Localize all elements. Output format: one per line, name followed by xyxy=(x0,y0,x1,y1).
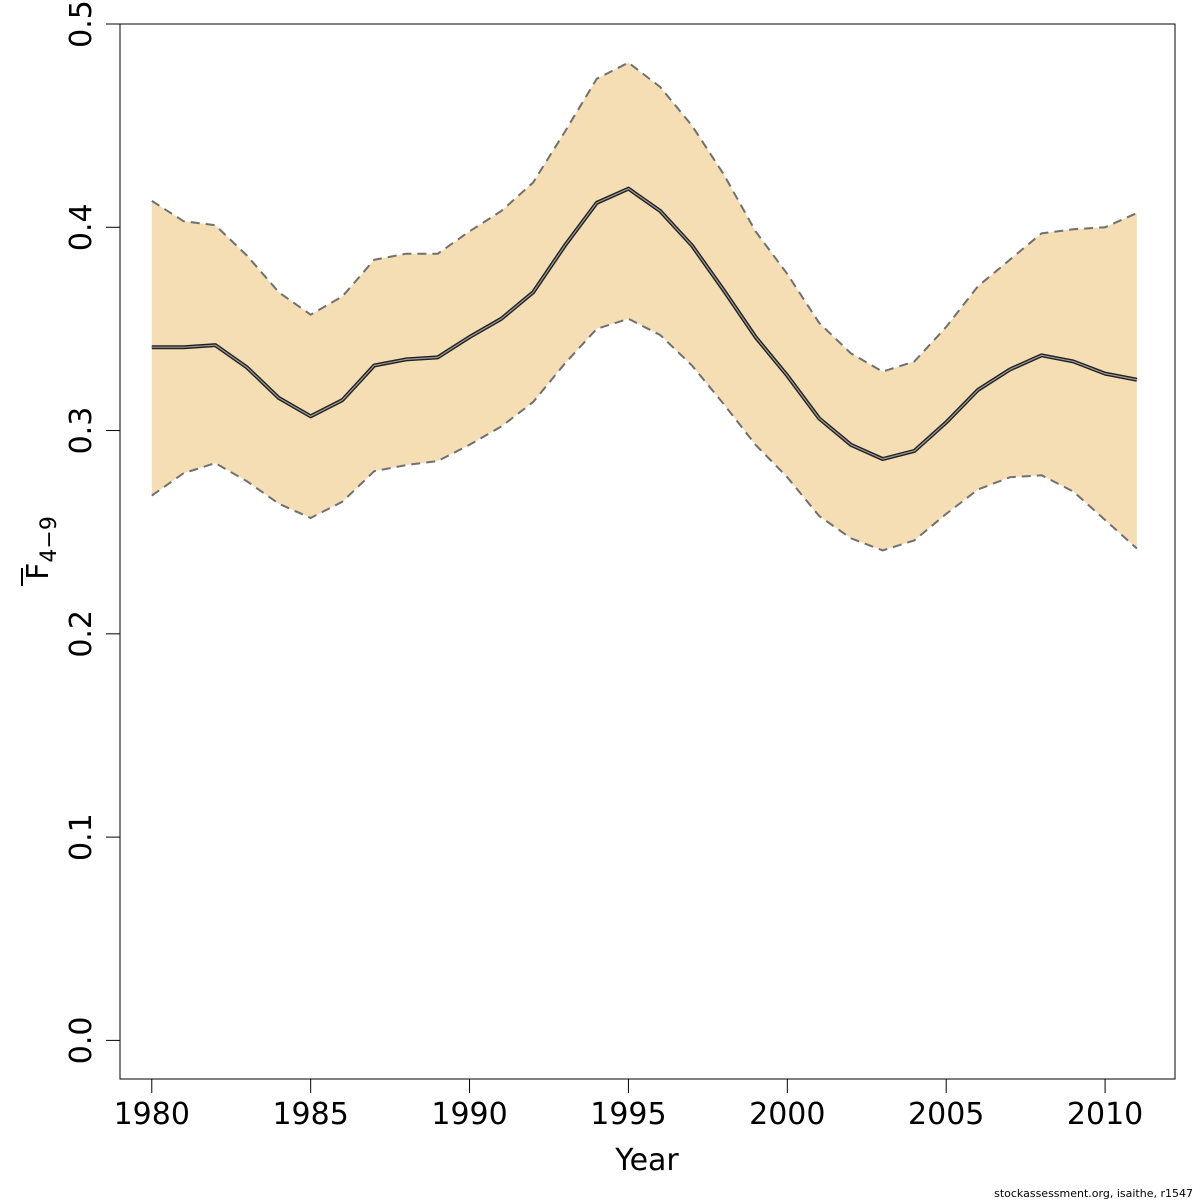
x-tick-label: 2010 xyxy=(1067,1097,1143,1132)
x-tick-label: 1985 xyxy=(272,1097,348,1132)
svg-text:F4−9: F4−9 xyxy=(21,516,62,580)
y-tick-label: 0.5 xyxy=(64,0,99,48)
y-axis-title: F4−9 xyxy=(21,516,62,586)
confidence-band xyxy=(151,62,1137,551)
x-tick-label: 1980 xyxy=(114,1097,190,1132)
lower-bound-line xyxy=(151,317,1138,552)
x-tick-label: 1995 xyxy=(590,1097,666,1132)
y-tick-label: 0.2 xyxy=(64,610,99,658)
y-tick-label: 0.3 xyxy=(64,407,99,455)
estimate-line xyxy=(151,188,1137,460)
x-axis: 1980 1985 1990 1995 2000 2005 2010 xyxy=(114,1078,1143,1132)
y-axis-title-base: F xyxy=(21,563,56,580)
x-axis-title: Year xyxy=(614,1143,679,1178)
x-tick-label: 1990 xyxy=(431,1097,507,1132)
x-tick-label: 2005 xyxy=(908,1097,984,1132)
credit-text: stockassessment.org, isaithe, r1547 xyxy=(994,1187,1193,1200)
y-tick-label: 0.4 xyxy=(64,203,99,251)
y-tick-label: 0.1 xyxy=(64,813,99,861)
confidence-band-area xyxy=(151,62,1137,551)
series-lines xyxy=(151,61,1138,552)
y-axis-title-subscript: 4−9 xyxy=(37,516,62,562)
y-axis: 0.0 0.1 0.2 0.3 0.4 0.5 xyxy=(64,0,121,1065)
y-tick-label: 0.0 xyxy=(64,1017,99,1065)
upper-bound-line xyxy=(151,61,1138,373)
x-tick-label: 2000 xyxy=(749,1097,825,1132)
